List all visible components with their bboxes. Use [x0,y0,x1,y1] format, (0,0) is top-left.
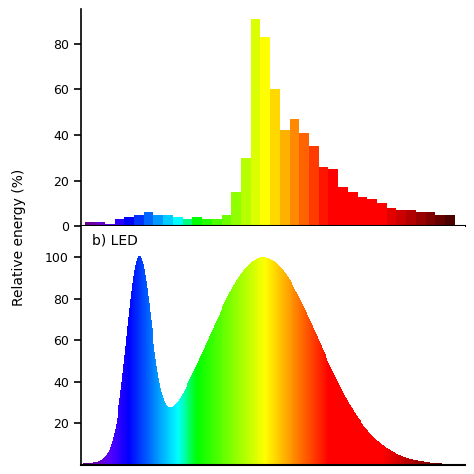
Bar [387,208,396,226]
Bar [435,215,445,226]
Bar [85,222,95,226]
Bar [163,215,173,226]
Bar [338,187,348,226]
Bar [348,192,357,226]
Bar [367,199,377,226]
Text: Relative energy (%): Relative energy (%) [12,168,26,306]
Bar [202,219,212,226]
Bar [396,210,406,226]
Text: b) LED: b) LED [92,233,138,247]
Bar [144,212,154,226]
Bar [406,210,416,226]
Bar [280,130,290,226]
Bar [319,167,328,226]
Bar [221,215,231,226]
Bar [134,215,144,226]
Bar [357,197,367,226]
Bar [377,203,387,226]
Bar [124,217,134,226]
Bar [105,224,115,226]
Bar [445,215,455,226]
Bar [260,37,270,226]
Bar [173,217,182,226]
Bar [192,217,202,226]
Bar [270,89,280,226]
Bar [299,133,309,226]
Bar [416,212,426,226]
Bar [290,119,299,226]
Bar [95,222,105,226]
Bar [182,219,192,226]
Bar [231,192,241,226]
Bar [115,219,124,226]
Bar [212,219,221,226]
Bar [241,158,251,226]
Bar [309,146,319,226]
Bar [154,215,163,226]
Bar [426,212,435,226]
Bar [251,18,260,226]
Bar [328,169,338,226]
